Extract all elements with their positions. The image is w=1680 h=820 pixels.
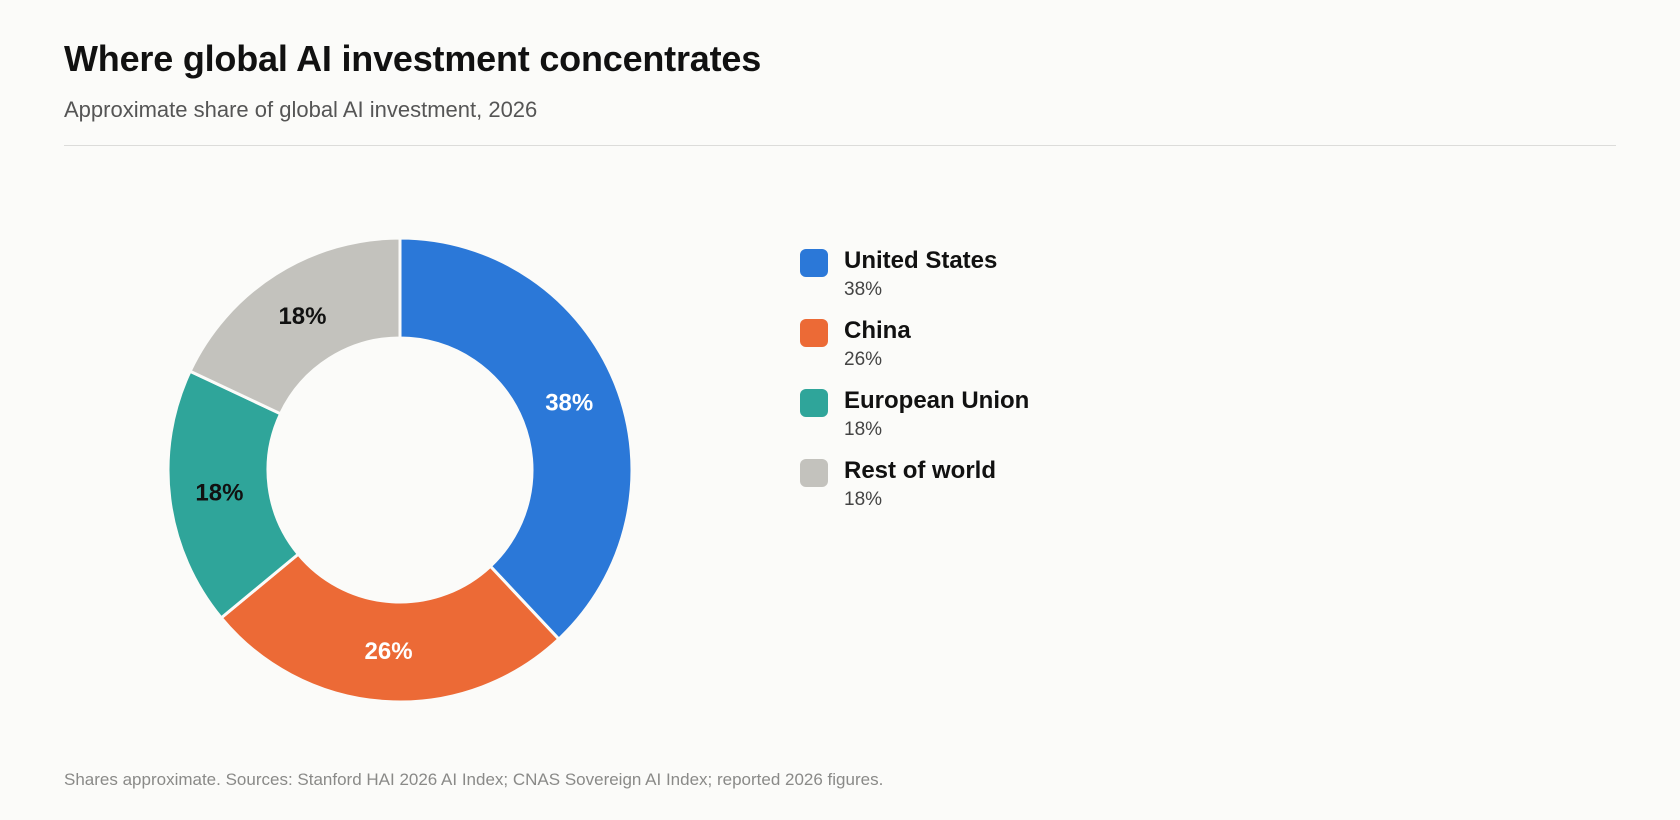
- legend-label: European Union: [844, 387, 1030, 414]
- chart-subtitle: Approximate share of global AI investmen…: [64, 97, 538, 122]
- legend-swatch: [800, 319, 828, 347]
- slice-european-union: [166, 369, 300, 620]
- legend-value: 18%: [844, 419, 883, 440]
- donut-slice-labels: 38% 26% 18% 18%: [195, 303, 593, 665]
- slice-label-european-union: 18%: [195, 479, 243, 506]
- legend-swatch: [800, 249, 828, 277]
- header-divider: [64, 145, 1616, 146]
- slice-label-united-states: 38%: [545, 390, 593, 417]
- legend-label: Rest of world: [844, 457, 997, 484]
- legend-swatch: [800, 389, 828, 417]
- chart-title: Where global AI investment concentrates: [64, 38, 762, 79]
- legend-value: 26%: [844, 349, 883, 370]
- legend-value: 18%: [844, 489, 883, 510]
- slice-label-china: 26%: [365, 638, 413, 665]
- legend-swatch: [800, 459, 828, 487]
- slice-rest-of-world: [188, 236, 402, 416]
- legend-value: 38%: [844, 279, 883, 300]
- source-footnote: Shares approximate. Sources: Stanford HA…: [64, 770, 884, 789]
- legend-label: United States: [844, 247, 998, 274]
- slice-label-rest-of-world: 18%: [278, 303, 326, 330]
- legend-label: China: [844, 317, 911, 344]
- donut-slices: [166, 236, 634, 704]
- slice-united-states: [398, 236, 634, 641]
- slice-china: [219, 552, 561, 704]
